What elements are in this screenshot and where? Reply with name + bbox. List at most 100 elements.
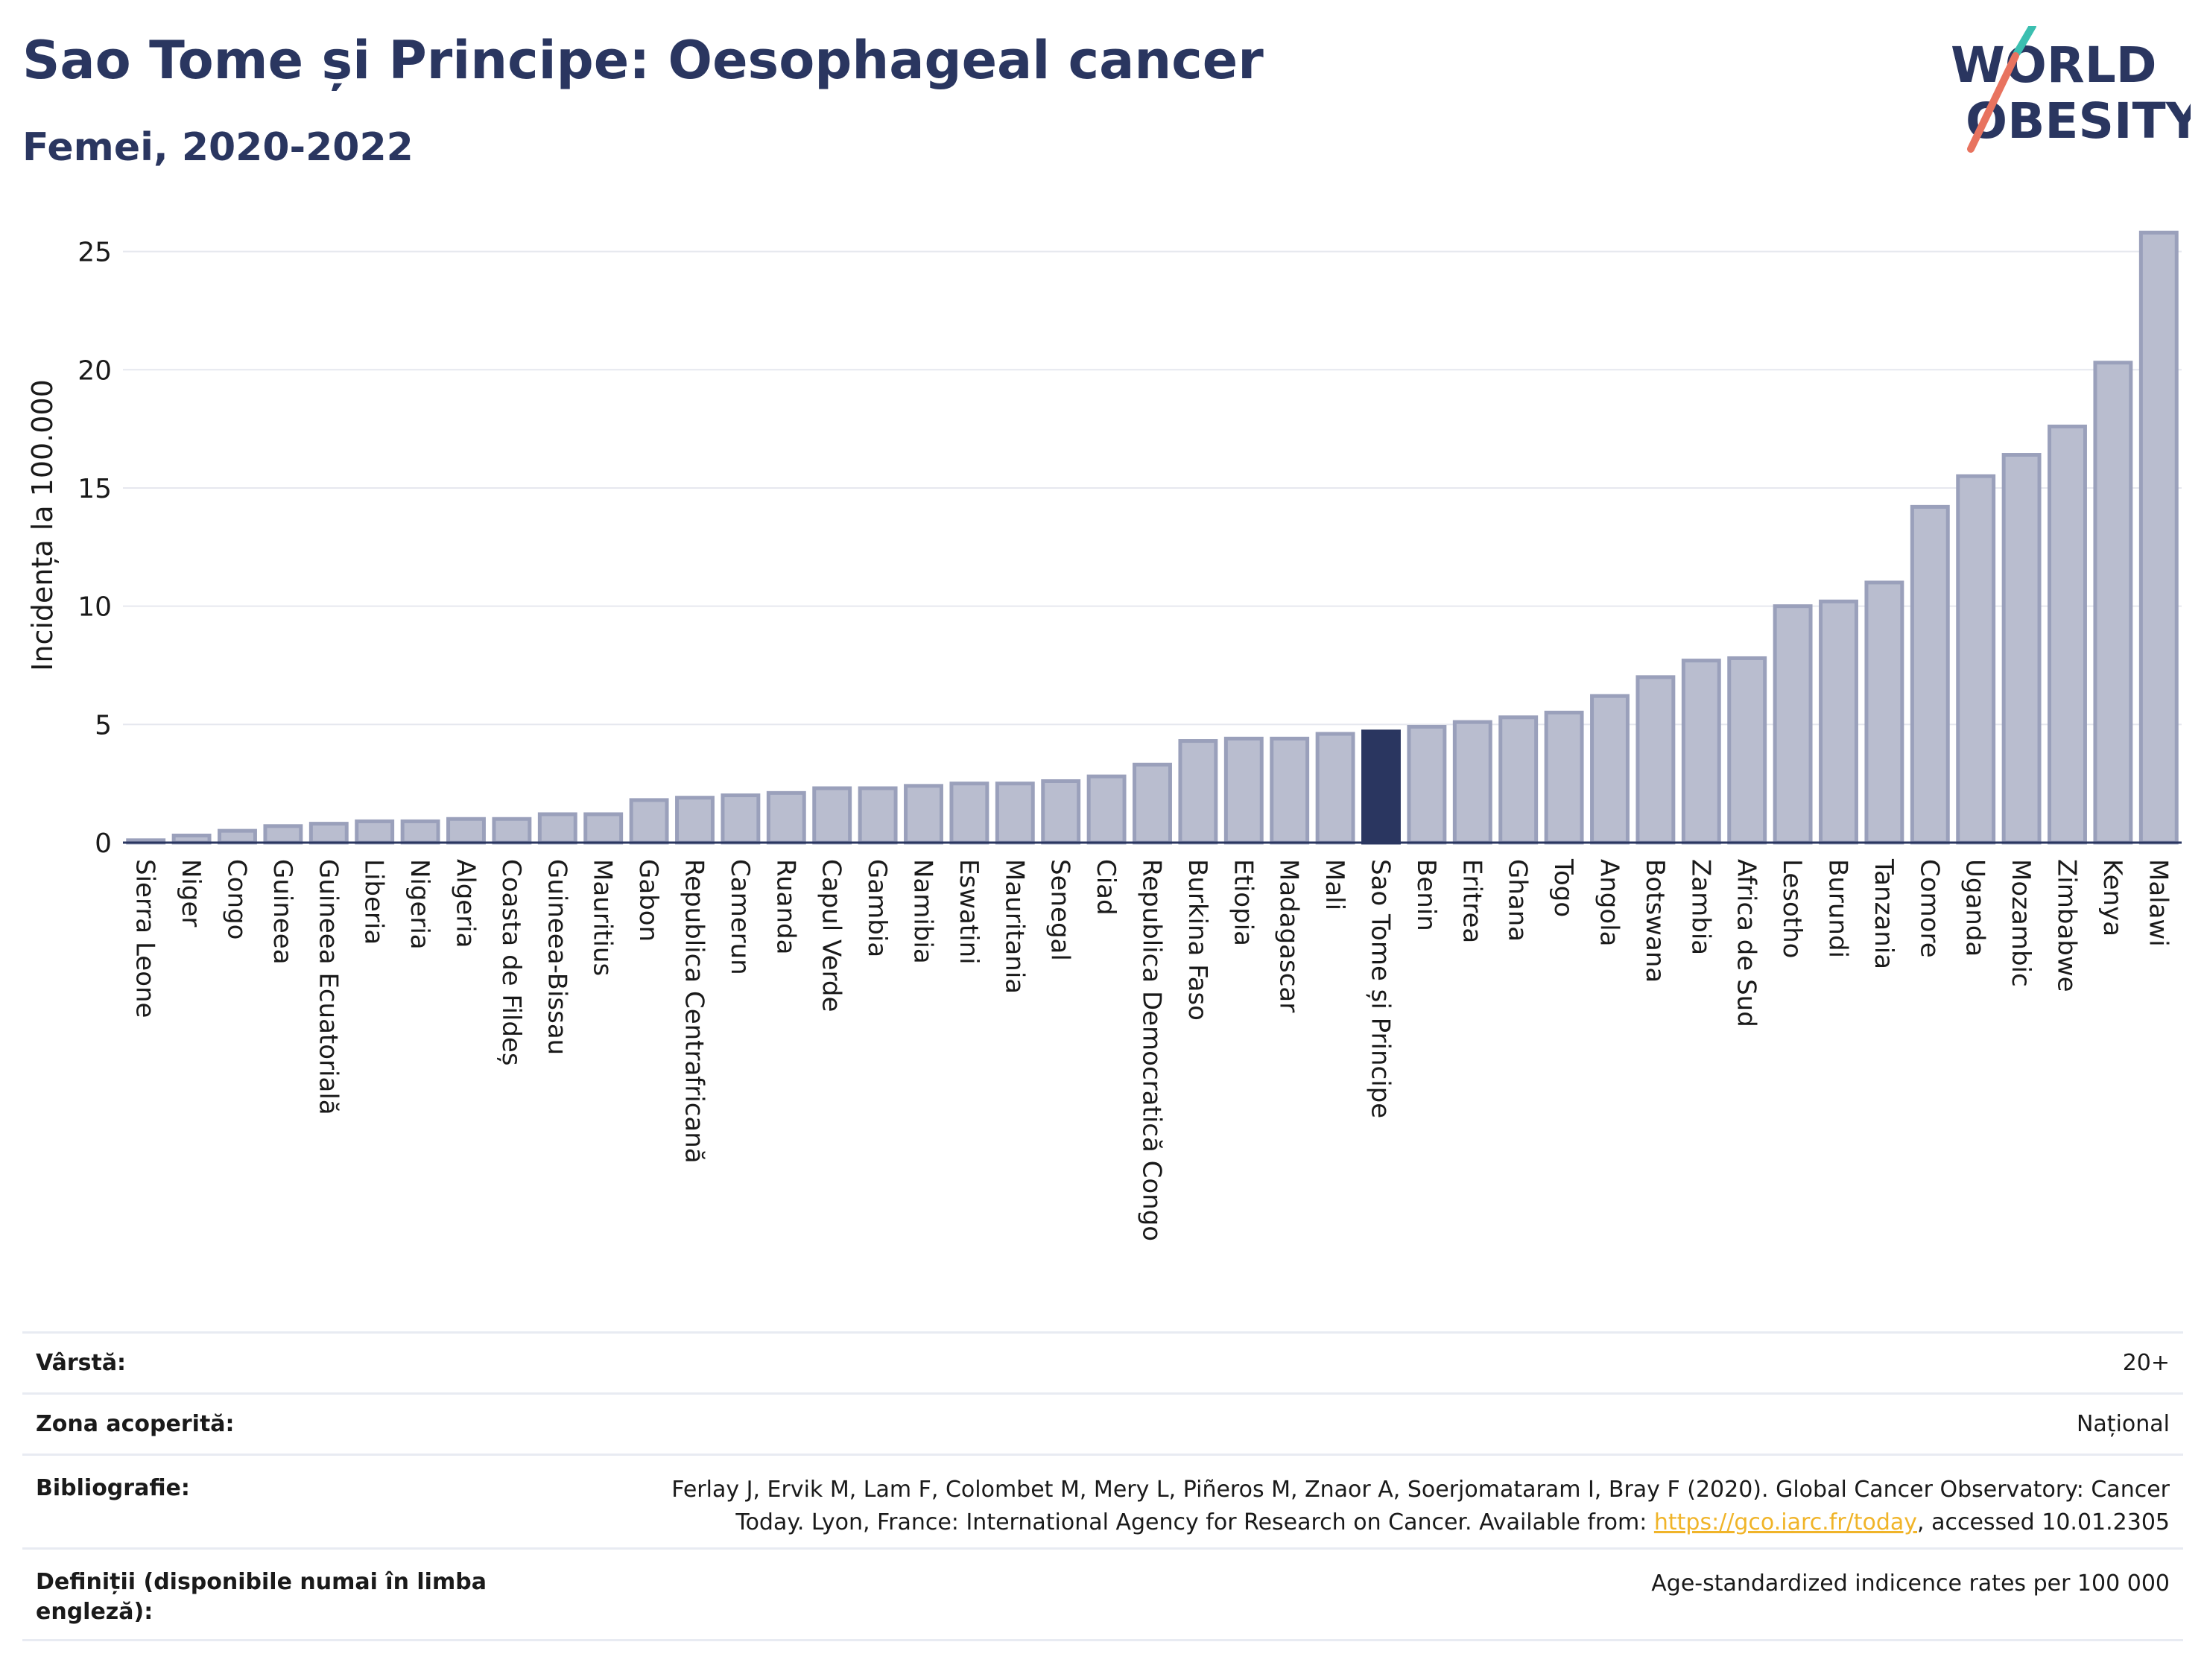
x-tick-label: Congo [222,859,252,939]
bar-capul-verde[interactable] [812,786,852,845]
y-tick-label: 10 [77,592,112,623]
x-tick-label: Guineea-Bissau [542,859,571,1055]
bar-burundi[interactable] [1819,599,1858,845]
x-tick-label: Zambia [1685,859,1715,955]
bar-mozambic[interactable] [2001,453,2042,845]
bar-algeria[interactable] [446,817,486,845]
meta-row-coverage: Zona acoperită: Național [22,1392,2183,1454]
x-tick-label: Uganda [1960,859,1990,957]
x-tick-label: Senegal [1045,859,1075,961]
bar-etiopia[interactable] [1223,736,1264,845]
bar-benin[interactable] [1407,724,1447,845]
x-tick-label: Nigeria [405,859,434,950]
bar-tanzania[interactable] [1864,580,1904,845]
bar-uganda[interactable] [1956,474,1996,845]
x-tick-label: Lesotho [1777,859,1807,958]
x-tick-label: Togo [1548,858,1578,917]
bibliography-accessed: , accessed 10.01.2305 [1917,1509,2170,1535]
bar-angola[interactable] [1590,694,1630,845]
x-tick-label: Eritrea [1457,859,1486,943]
x-tick-label: Sierra Leone [130,859,160,1018]
bar-togo[interactable] [1544,710,1584,845]
bar-guineea-ecuatorial-[interactable] [308,822,349,845]
bar-senegal[interactable] [1041,779,1081,845]
bar-republica-centrafrican-[interactable] [675,796,715,845]
metadata-table: Vârstă: 20+ Zona acoperită: Național Bib… [22,1331,2183,1641]
bar-zimbabwe[interactable] [2048,424,2087,845]
x-tick-label: Zimbabwe [2052,859,2082,992]
x-tick-label: Eswatini [954,859,984,965]
bar-burkina-faso[interactable] [1178,739,1218,845]
bar-gambia[interactable] [858,786,898,845]
coverage-value: Național [2076,1410,2170,1437]
logo-line-1: WORLD [1951,37,2157,94]
x-tick-label: Niger [176,859,206,927]
x-tick-label: Ruanda [770,859,800,954]
y-tick-label: 20 [77,355,112,386]
bar-republica-democratic-congo[interactable] [1133,762,1172,845]
x-tick-label: Mozambic [2006,859,2036,987]
x-tick-label: Namibia [908,859,938,964]
bibliography-link[interactable]: https://gco.iarc.fr/today [1653,1509,1918,1535]
bibliography-line-1: Ferlay J, Ervik M, Lam F, Colombet M, Me… [671,1477,2170,1503]
bar-mauritius[interactable] [583,812,624,845]
x-tick-label: Guineea Ecuatorială [313,859,343,1115]
bar-namibia[interactable] [904,784,943,845]
bar-africa-de-sud[interactable] [1727,656,1767,845]
bar-mali[interactable] [1315,732,1355,845]
bar-eritrea[interactable] [1452,720,1492,845]
bar-camerun[interactable] [721,793,761,845]
definitions-label: Definiții (disponibile numai în limba en… [36,1569,487,1625]
x-tick-label: Capul Verde [817,859,846,1012]
logo-line-2: OBESITY [1966,92,2191,150]
x-tick-label: Benin [1411,859,1441,931]
bar-comore[interactable] [1910,504,1950,845]
y-tick-label: 0 [95,828,112,859]
bar-kenya[interactable] [2093,361,2133,845]
bibliography-line-2: Today. Lyon, France: International Agenc… [671,1506,2170,1539]
x-tick-labels: Sierra Leone Niger Congo Guineea Guineea Ecu… [130,858,2173,1241]
bar-lesotho[interactable] [1773,604,1813,845]
meta-row-age: Vârstă: 20+ [22,1331,2183,1392]
definitions-value: Age-standardized indicence rates per 100… [1651,1570,2170,1597]
bar-coasta-de-filde-[interactable] [492,817,532,845]
bar-gabon[interactable] [629,798,669,845]
meta-row-definitions: Definiții (disponibile numai în limba en… [22,1547,2183,1641]
age-label: Vârstă: [36,1349,127,1376]
x-tick-label: Gabon [633,859,663,942]
x-tick-label: Ghana [1503,859,1533,942]
bar-madagascar[interactable] [1270,736,1310,845]
world-obesity-logo: WORLD OBESITY [1951,26,2191,153]
bar-sao-tome-i-principe[interactable] [1361,729,1401,845]
x-tick-label: Republica Democratică Congo [1137,859,1167,1241]
bar-guineea[interactable] [263,824,303,845]
x-tick-label: Mauritius [588,859,618,976]
bar-liberia[interactable] [355,819,395,845]
bar-mauritania[interactable] [995,782,1035,845]
x-tick-label: Mauritania [999,859,1029,994]
bar-congo[interactable] [218,828,257,845]
bar-botswana[interactable] [1635,675,1676,845]
x-tick-label: Tanzania [1869,858,1899,969]
bar-malawi[interactable] [2138,230,2179,845]
bar-ciad[interactable] [1086,774,1127,845]
x-tick-label: Burundi [1823,859,1853,958]
bar-nigeria[interactable] [400,819,440,845]
y-tick-labels: 0 5 10 15 20 25 [77,238,112,859]
bar-eswatini[interactable] [949,782,989,845]
x-tick-label: Angola [1595,859,1624,946]
logo-slash-teal-icon [2013,26,2036,57]
x-tick-label: Republica Centrafricană [680,859,709,1164]
x-tick-label: Guineea [267,859,297,965]
bar-zambia[interactable] [1681,659,1721,845]
x-tick-label: Sao Tome și Principe [1366,859,1396,1118]
bar-guineea-bissau[interactable] [537,812,577,845]
meta-row-bibliography: Bibliografie: Ferlay J, Ervik M, Lam F, … [22,1454,2183,1547]
x-tick-label: Kenya [2097,859,2127,936]
x-tick-label: Mali [1320,859,1349,910]
bar-chart: 0 5 10 15 20 25 Sierra Leone Niger Congo Guineea… [26,230,2182,1241]
x-tick-label: Africa de Sud [1732,859,1761,1027]
bar-ghana[interactable] [1498,715,1539,845]
x-tick-label: Madagascar [1274,859,1304,1012]
bar-ruanda[interactable] [766,790,806,845]
